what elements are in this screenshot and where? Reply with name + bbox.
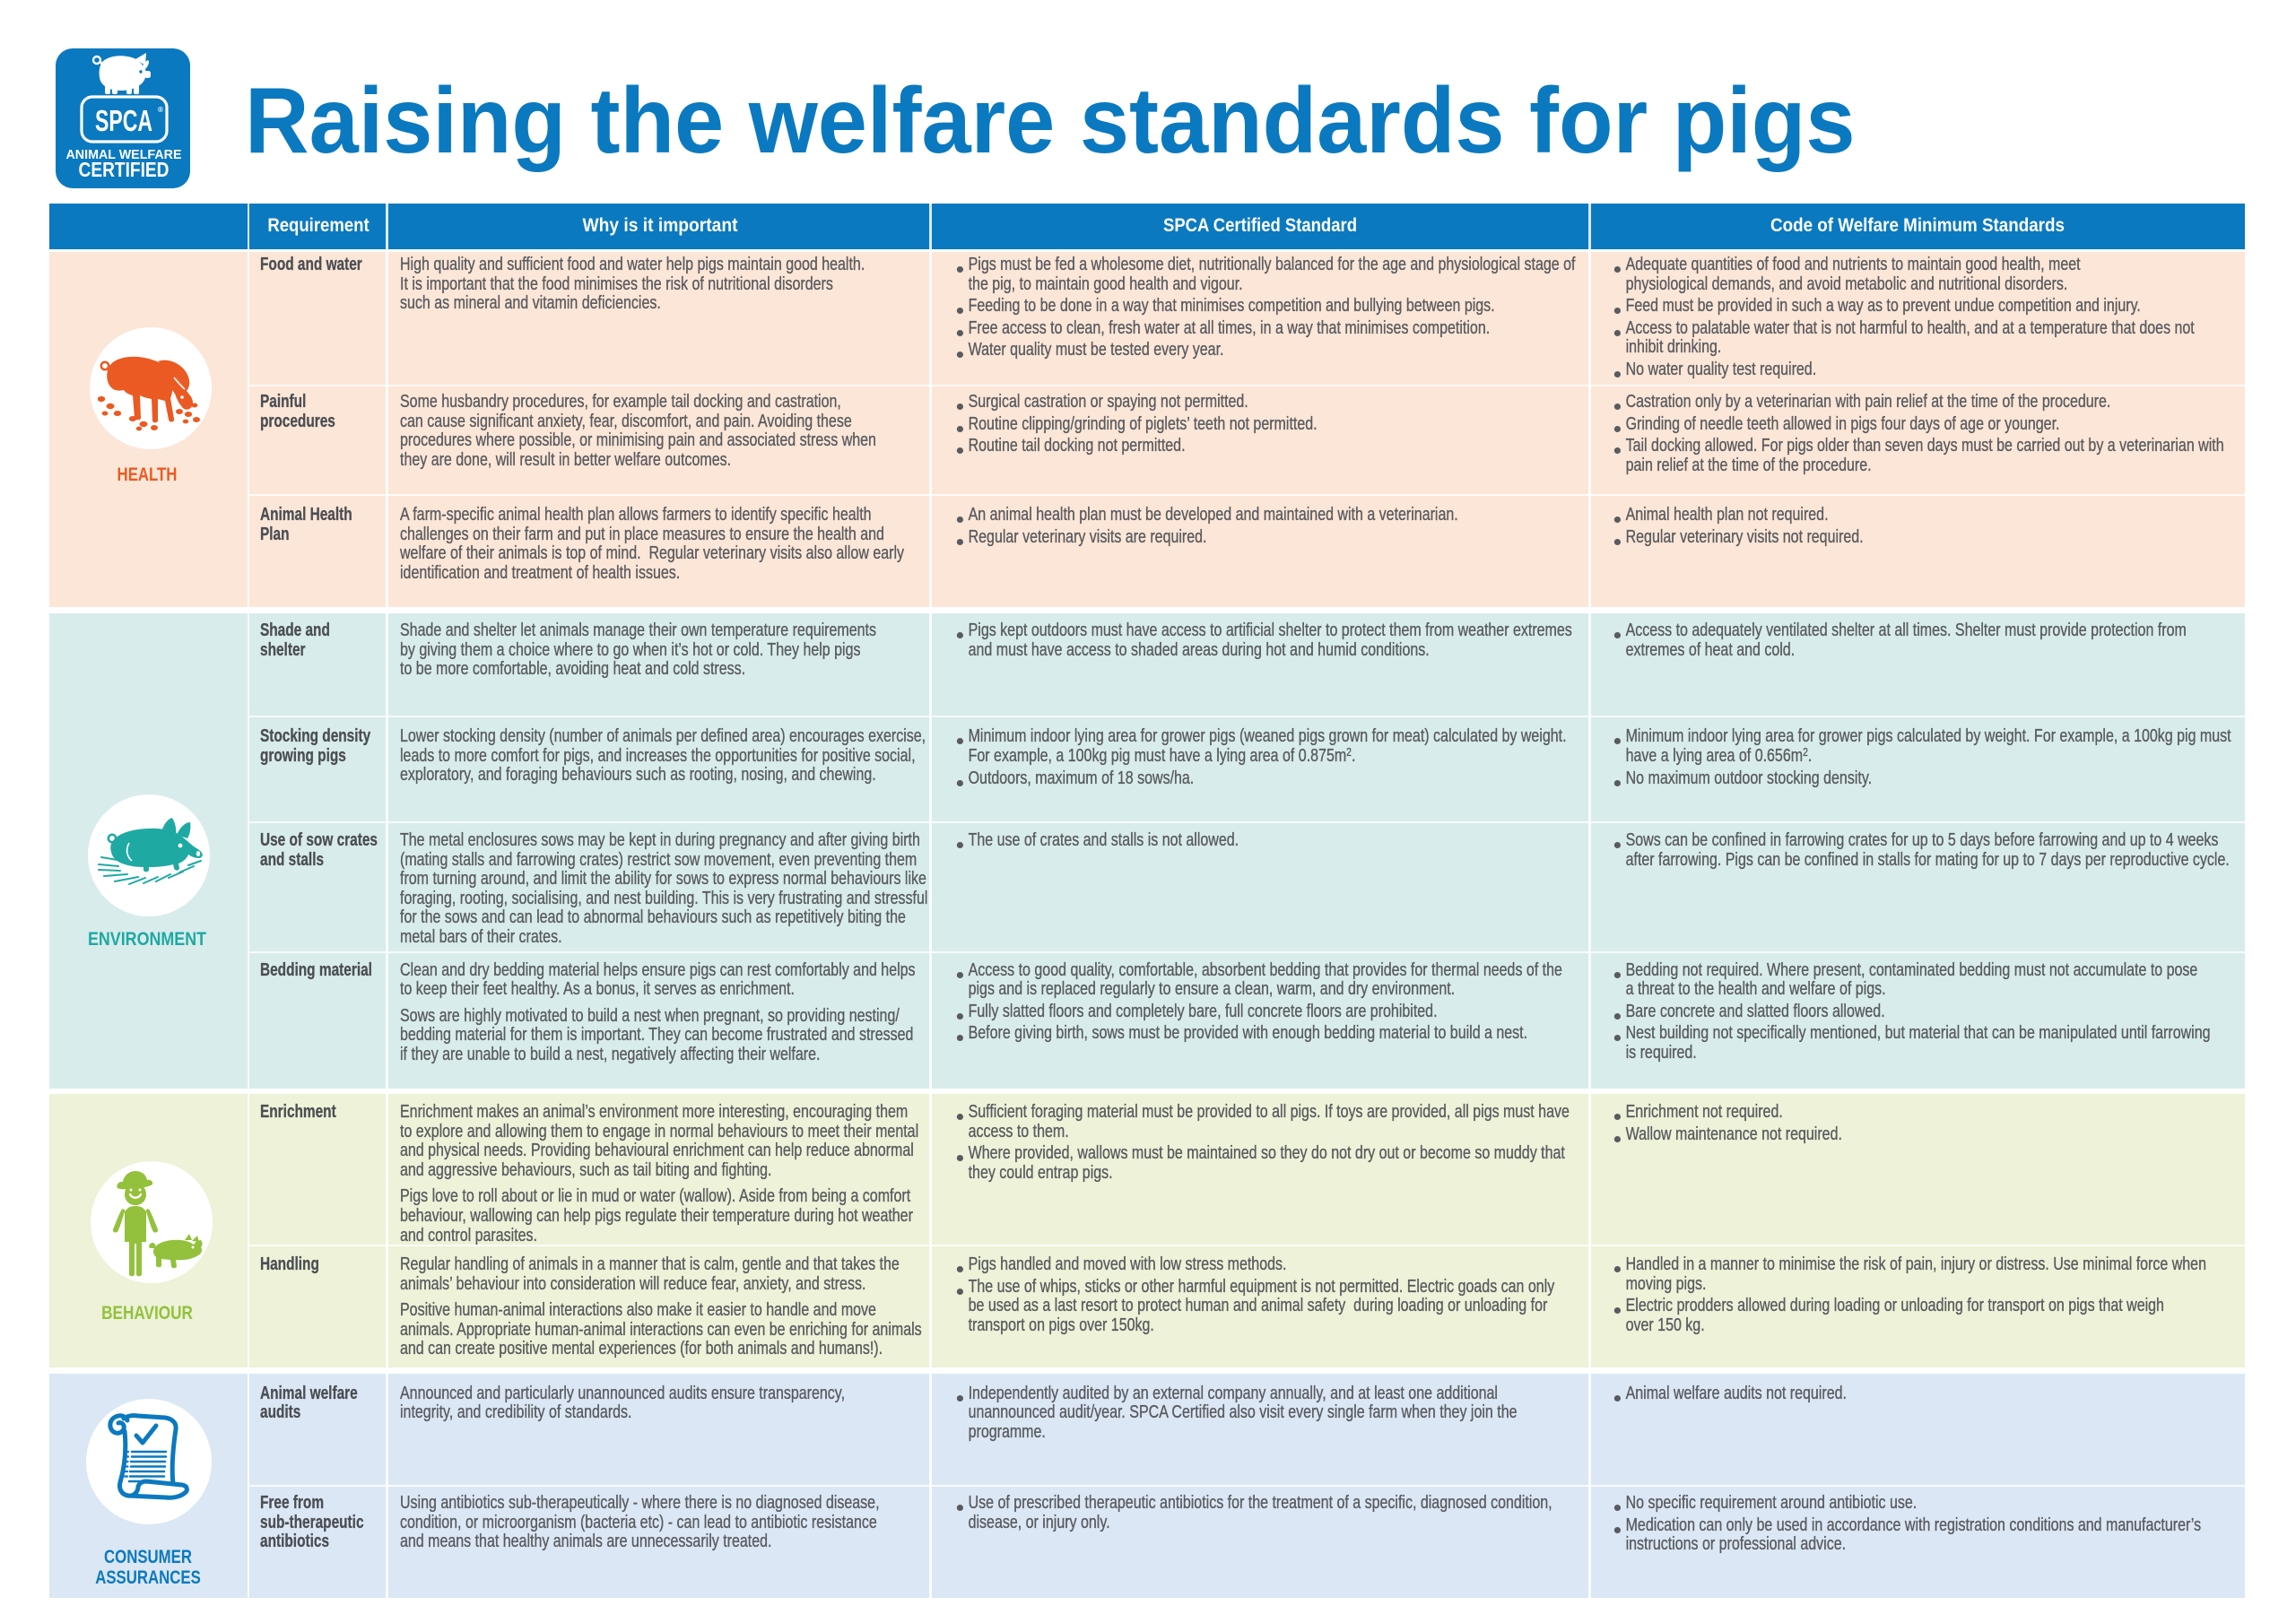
svg-text:SPCA: SPCA xyxy=(95,104,152,137)
svg-text:®: ® xyxy=(158,106,163,114)
svg-text:ANIMAL WELFARE: ANIMAL WELFARE xyxy=(66,148,182,162)
svg-text:CERTIFIED: CERTIFIED xyxy=(79,158,170,181)
